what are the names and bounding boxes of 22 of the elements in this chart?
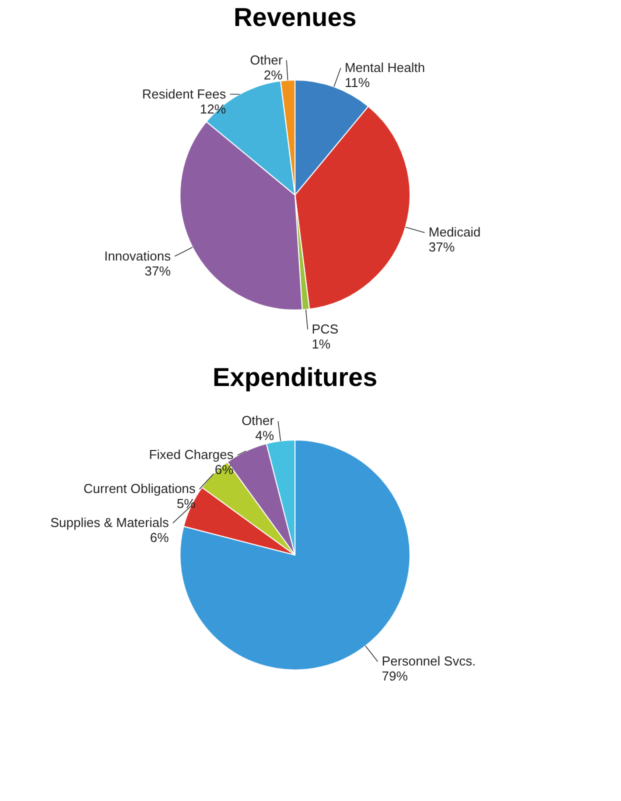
data-label: 1% [312,336,331,352]
data-label: 6% [150,530,170,546]
data-label: 11% [344,74,370,90]
slice-label: Other [250,52,284,68]
slice-label: Fixed Charges [148,447,234,462]
slice-label: Current Obligations [84,481,196,496]
data-label: 37% [428,240,456,255]
slice-label: Other [242,413,275,428]
slice-label: Resident Fees [142,86,226,102]
data-label: 2% [264,67,283,82]
slice-label: Mental Health [344,60,425,75]
chart-title: Expenditures [212,362,378,392]
data-label: 79% [382,668,408,684]
chart-title: Revenues [234,2,356,32]
slice-label: PCS [312,321,339,336]
data-label: 37% [144,263,172,278]
slice-label: Innovations [104,248,172,264]
data-label: 4% [255,428,275,444]
slice-label: Supplies & Materials [50,515,170,530]
data-label: 6% [214,462,234,478]
slice-label: Medicaid [428,224,481,240]
slice-label: Personnel Svcs. [382,654,476,669]
